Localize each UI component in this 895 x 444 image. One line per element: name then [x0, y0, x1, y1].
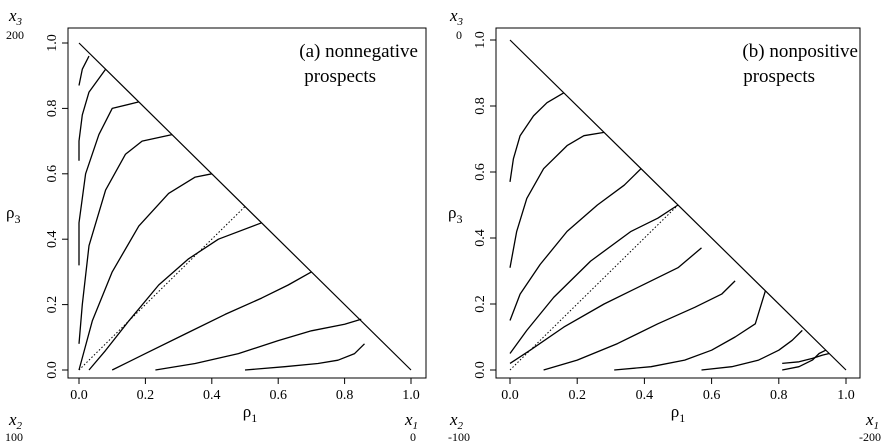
indifference-curve [509, 92, 565, 182]
plot-frame [495, 27, 861, 379]
y-tick-label: 0.0 [473, 361, 488, 379]
indifference-curve [78, 101, 139, 266]
x-tick-label: 1.0 [402, 388, 420, 403]
plot-marks: 0.0 0.2 0.4 0.6 0.8 1.0 0.0 0.2 0.4 0.6 0.8 1.0 [473, 31, 855, 403]
simplex-boundary [78, 42, 412, 371]
y-tick-label: 1.0 [473, 31, 488, 49]
corner-label-bottom-right-value: 0 [410, 430, 416, 444]
x-tick-label: 0.8 [770, 388, 788, 403]
indifference-curve [782, 349, 827, 371]
corner-label-bottom-left-value: 100 [5, 430, 23, 444]
y-axis-label-sub: 3 [456, 212, 462, 226]
corner-label-bottom-left-var: x2 [449, 410, 464, 432]
corner-label-top-left-var: x3 [449, 6, 464, 28]
panel-nonnegative: 0.0 0.2 0.4 0.6 0.8 1.0 0.0 0.2 0.4 0.6 0.8 1.0 (a)… [5, 6, 427, 444]
y-tick-label: 0.8 [473, 97, 488, 115]
indifference-curve [78, 173, 212, 371]
indifference-curve [543, 280, 736, 371]
x-tick-label: 0.0 [70, 388, 88, 403]
corner-label-bottom-right-var: x1 [404, 410, 418, 432]
indifference-curve [509, 168, 642, 321]
corner-label-bottom-right-var: x1 [865, 410, 879, 432]
y-tick-label: 0.4 [473, 229, 488, 247]
y-tick-label: 0.0 [45, 361, 60, 379]
indifference-curve [155, 318, 362, 371]
indifference-curve [509, 247, 702, 364]
indifference-curve [701, 329, 803, 371]
x-axis-label-sub: 1 [679, 411, 685, 425]
indifference-curve [614, 290, 767, 371]
y-tick-label: 0.2 [473, 295, 488, 313]
indifference-curve [509, 131, 605, 268]
x-tick-label: 0.2 [137, 388, 155, 403]
x-tick-label: 0.8 [336, 388, 354, 403]
plot-frame [67, 27, 427, 379]
corner-label-top-left-value: 200 [6, 28, 24, 42]
plot-marks: 0.0 0.2 0.4 0.6 0.8 1.0 0.0 0.2 0.4 0.6 0.8 1.0 [45, 34, 420, 403]
indifference-curve [509, 204, 679, 354]
indifference-curve [88, 222, 262, 371]
corner-label-top-left-value: 0 [456, 28, 462, 42]
y-axis-label: ρ3 [448, 203, 462, 226]
x-tick-label: 0.4 [636, 388, 654, 403]
x-axis-label-sub: 1 [251, 411, 257, 425]
indifference-curve [78, 133, 173, 344]
y-tick-label: 0.6 [473, 163, 488, 181]
indifference-curve [78, 68, 107, 161]
panel-nonpositive: 0.0 0.2 0.4 0.6 0.8 1.0 0.0 0.2 0.4 0.6 0.8 1.0 (b)… [448, 6, 881, 444]
indifference-curve [78, 55, 90, 86]
chart-title-line1: (b) nonpositive [742, 41, 858, 62]
x-tick-label: 0.4 [203, 388, 221, 403]
x-tick-label: 0.6 [269, 388, 287, 403]
indifference-curve [244, 343, 365, 371]
x-tick-label: 0.6 [703, 388, 721, 403]
x-axis-label: ρ1 [671, 402, 685, 425]
y-tick-label: 0.6 [45, 165, 60, 183]
diagonal-dotted-line [78, 206, 246, 371]
chart-title-line2: prospects [743, 66, 815, 87]
y-tick-label: 0.8 [45, 100, 60, 118]
chart-title-line1: (a) nonnegative [299, 41, 418, 62]
x-tick-label: 0.2 [568, 388, 586, 403]
indifference-curve [782, 352, 830, 365]
x-axis-label: ρ1 [243, 402, 257, 425]
y-tick-label: 1.0 [45, 34, 60, 52]
corner-label-bottom-left-value: -100 [448, 430, 470, 444]
y-axis-label: ρ3 [6, 203, 20, 226]
x-tick-label: 1.0 [837, 388, 855, 403]
chart-title-line2: prospects [304, 66, 376, 87]
indifference-curve [111, 271, 312, 371]
corner-label-bottom-left-var: x2 [8, 410, 23, 432]
y-tick-label: 0.2 [45, 296, 60, 314]
y-tick-label: 0.4 [45, 230, 60, 248]
diagonal-dotted-line [509, 204, 679, 371]
y-axis-label-sub: 3 [14, 212, 20, 226]
x-tick-label: 0.0 [501, 388, 519, 403]
corner-label-top-left-var: x3 [8, 6, 23, 28]
corner-label-bottom-right-value: -200 [859, 430, 881, 444]
